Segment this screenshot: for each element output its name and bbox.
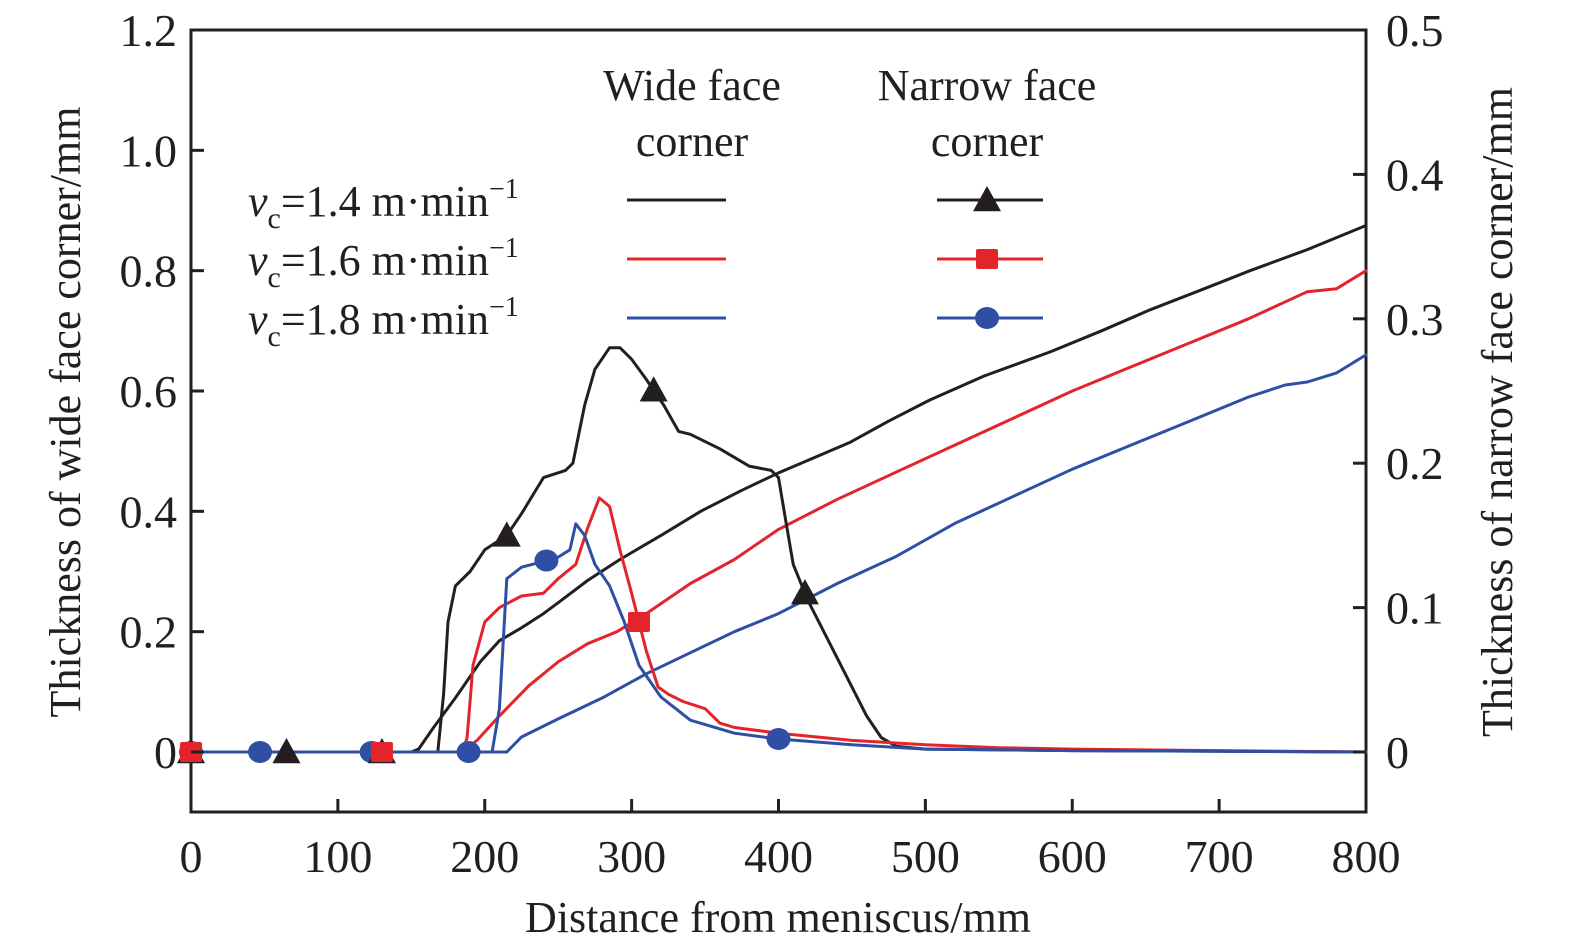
x-tick-label: 300 — [597, 831, 666, 882]
legend-swatches — [627, 186, 1043, 329]
y-left-tick-label: 0.6 — [120, 366, 178, 417]
x-tick-label: 100 — [303, 831, 372, 882]
data-point-circle — [456, 741, 481, 763]
data-point-circle — [248, 741, 273, 763]
legend-marker-triangle — [973, 186, 1001, 212]
legend-row-1.8: vc=1.8 m·min−1 — [248, 292, 519, 353]
y-left-tick-label: 0.2 — [120, 607, 178, 658]
legend-label-sup: −1 — [489, 292, 519, 323]
legend-label-sub: c — [268, 202, 281, 235]
legend-label-text: =1.6 m·min — [281, 236, 489, 285]
legend-marker-circle — [975, 307, 999, 329]
legend-row-1.6: vc=1.6 m·min−1 — [248, 233, 519, 294]
legend-marker-square — [976, 249, 998, 269]
x-tick-label: 600 — [1038, 831, 1107, 882]
x-tick-label: 800 — [1332, 831, 1401, 882]
data-point-triangle — [272, 738, 301, 764]
legend-header-narrow-line1: Narrow face — [878, 61, 1097, 110]
data-point-square — [370, 742, 393, 762]
svg-text:vc=1.4 m·min−1: vc=1.4 m·min−1 — [248, 174, 519, 235]
series-line-narrow-face-corner-vc-1-4 — [189, 346, 1368, 754]
y-left-tick-label: 1.2 — [120, 5, 178, 56]
x-tick-label: 500 — [891, 831, 960, 882]
data-point-triangle — [790, 579, 819, 605]
y-right-axis-title: Thickness of narrow face corner/mm — [1473, 87, 1522, 737]
legend-header-narrow-line2: corner — [931, 117, 1044, 166]
legend-label-sub: c — [268, 261, 281, 294]
series-line-wide-face-corner-vc-1-8 — [189, 353, 1368, 754]
x-tick-label: 0 — [180, 831, 203, 882]
legend-row-1.4: vc=1.4 m·min−1 — [248, 174, 519, 235]
y-right-tick-label: 0.4 — [1386, 149, 1444, 200]
y-left-tick-label: 0.4 — [120, 486, 178, 537]
y-left-tick-label: 0 — [154, 727, 177, 778]
data-point-triangle — [492, 521, 521, 547]
legend-label-prefix: v — [248, 295, 268, 344]
legend-label-prefix: v — [248, 236, 268, 285]
legend-header-wide-line2: corner — [636, 117, 749, 166]
ticks-layer: 0 100 200 300 400 500 600 700 800 0 0.2 0.4 0.6 0.8 1.… — [120, 5, 1444, 882]
legend-label-prefix: v — [248, 177, 268, 226]
data-point-circle — [534, 549, 559, 572]
svg-text:vc=1.8 m·min−1: vc=1.8 m·min−1 — [248, 292, 519, 353]
legend-label-sup: −1 — [489, 233, 519, 264]
y-right-tick-label: 0.5 — [1386, 5, 1444, 56]
legend: Wide face corner Narrow face corner vc=1… — [248, 61, 1096, 353]
legend-label-text: =1.4 m·min — [281, 177, 489, 226]
x-tick-label: 700 — [1185, 831, 1254, 882]
y-left-tick-label: 1.0 — [120, 125, 178, 176]
x-tick-label: 200 — [450, 831, 519, 882]
y-right-tick-label: 0.1 — [1386, 583, 1444, 634]
legend-label-text: =1.8 m·min — [281, 295, 489, 344]
x-tick-label: 400 — [744, 831, 813, 882]
legend-label-sub: c — [268, 320, 281, 353]
data-point-triangle — [639, 376, 668, 402]
legend-label-sup: −1 — [489, 174, 519, 205]
series-layer — [189, 224, 1368, 754]
y-right-tick-label: 0.2 — [1386, 438, 1444, 489]
y-right-tick-label: 0.3 — [1386, 294, 1444, 345]
legend-header-wide-line1: Wide face — [603, 61, 781, 110]
series-line-narrow-face-corner-vc-1-6 — [189, 496, 1368, 754]
y-left-tick-label: 0.8 — [120, 246, 178, 297]
data-point-square — [627, 612, 650, 633]
series-line-wide-face-corner-vc-1-4 — [189, 224, 1368, 754]
x-axis-title: Distance from meniscus/mm — [525, 893, 1031, 942]
svg-text:vc=1.6 m·min−1: vc=1.6 m·min−1 — [248, 233, 519, 294]
markers-layer — [177, 376, 819, 764]
series-line-narrow-face-corner-vc-1-8 — [189, 522, 1368, 754]
y-right-tick-label: 0 — [1386, 727, 1409, 778]
data-point-circle — [766, 728, 791, 751]
series-line-wide-face-corner-vc-1-6 — [189, 269, 1368, 754]
y-left-axis-title: Thickness of wide face corner/mm — [41, 107, 90, 718]
